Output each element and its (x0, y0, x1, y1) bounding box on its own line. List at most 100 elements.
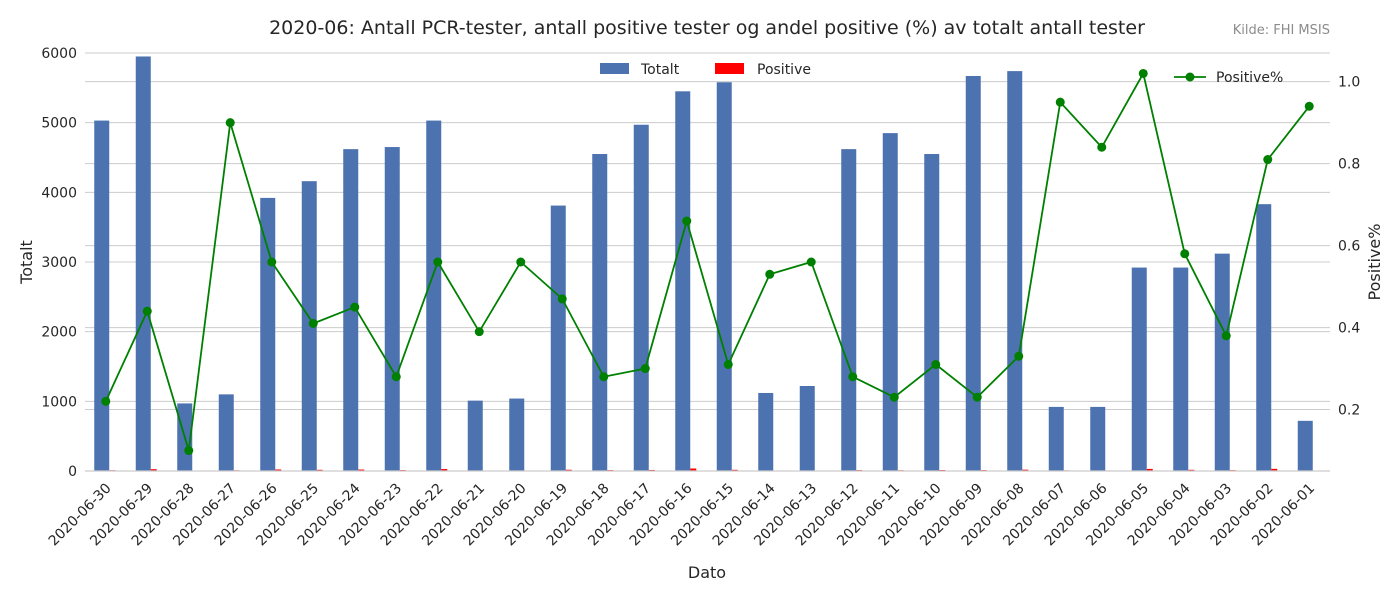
bar-totalt (218, 394, 234, 471)
bar-totalt (260, 197, 276, 471)
bar-totalt (633, 124, 649, 472)
point-positive-pct (765, 269, 775, 279)
point-positive-pct (225, 118, 235, 128)
legend-bars: Totalt Positive (600, 62, 811, 78)
bar-totalt (716, 82, 732, 471)
y-tick-right: 0.6 (1338, 239, 1360, 255)
point-positive-pct (516, 257, 526, 267)
point-positive-pct (848, 372, 858, 382)
y-tick-left: 4000 (41, 185, 77, 201)
bar-totalt (1131, 267, 1147, 471)
bar-totalt (384, 147, 400, 472)
point-positive-pct (1221, 331, 1231, 341)
y-tick-left: 5000 (41, 116, 77, 132)
line-positive-pct (104, 71, 1310, 451)
point-positive-pct (682, 216, 692, 226)
point-positive-pct (391, 372, 401, 382)
bars-layer (94, 56, 1319, 472)
point-positive-pct (1304, 101, 1314, 111)
point-positive-pct (184, 446, 194, 456)
point-positive-pct (1263, 155, 1273, 165)
point-positive-pct (1180, 249, 1190, 259)
bar-totalt (841, 149, 857, 471)
bar-totalt (592, 154, 608, 471)
bar-positive (690, 468, 697, 471)
point-positive-pct (889, 392, 899, 402)
source-note: Kilde: FHI MSIS (1233, 23, 1330, 38)
bar-positive (1022, 469, 1029, 471)
bar-totalt (924, 154, 940, 471)
bar-totalt (675, 91, 691, 472)
y-axis-left-label: Totalt (17, 240, 36, 285)
point-positive-pct (142, 306, 152, 316)
y-tick-right: 0.4 (1338, 321, 1360, 337)
y-tick-left: 0 (68, 464, 77, 480)
axes-layer: 0 1000 2000 3000 4000 5000 6000 0.2 0.4 0.6 0.8 1.0… (41, 46, 1360, 549)
point-positive-pct (101, 396, 111, 406)
legend-label-totalt: Totalt (640, 62, 680, 78)
y-axis-right-label: Positive% (1365, 224, 1384, 301)
y-tick-left: 1000 (41, 394, 77, 410)
point-positive-pct (474, 327, 484, 337)
chart-title: 2020-06: Antall PCR-tester, antall posit… (269, 17, 1145, 39)
bar-positive (1146, 468, 1153, 471)
bar-totalt (426, 120, 442, 472)
x-axis-label: Dato (688, 563, 726, 582)
legend-line: Positive% (1174, 70, 1283, 86)
bar-totalt (550, 205, 566, 471)
bar-totalt (758, 392, 774, 471)
y-tick-right: 1.0 (1338, 75, 1360, 91)
bar-totalt (1007, 71, 1023, 471)
bar-totalt (1090, 406, 1106, 471)
point-positive-pct (599, 372, 609, 382)
bar-positive (150, 469, 157, 471)
grid-layer (85, 52, 1330, 472)
bar-totalt (1173, 267, 1189, 471)
bar-totalt (799, 386, 815, 471)
point-positive-pct (433, 257, 443, 267)
bar-totalt (343, 149, 359, 471)
bar-totalt (965, 75, 981, 472)
bar-totalt (1214, 253, 1230, 471)
legend-label-positive: Positive (757, 62, 811, 78)
point-positive-pct (557, 294, 567, 304)
y-tick-left: 3000 (41, 255, 77, 271)
y-tick-left: 2000 (41, 325, 77, 341)
bar-totalt (135, 56, 151, 471)
point-positive-pct (931, 359, 941, 369)
y-tick-left: 6000 (41, 46, 77, 62)
legend-line-marker (1185, 72, 1195, 82)
point-positive-pct (806, 257, 816, 267)
bar-totalt (94, 120, 110, 472)
point-positive-pct (350, 302, 360, 312)
bar-totalt (509, 398, 525, 471)
bar-positive (1271, 468, 1278, 471)
point-positive-pct (723, 359, 733, 369)
bar-positive (275, 469, 282, 471)
bar-totalt (301, 181, 317, 472)
y-tick-right: 0.8 (1338, 157, 1360, 173)
point-positive-pct (640, 364, 650, 374)
point-positive-pct (972, 392, 982, 402)
point-positive-pct (1014, 351, 1024, 361)
legend-swatch-positive (715, 63, 744, 74)
bar-totalt (882, 133, 898, 471)
bar-positive (441, 469, 448, 471)
bar-totalt (1048, 406, 1064, 471)
point-positive-pct (1097, 142, 1107, 152)
bar-totalt (1297, 420, 1313, 471)
y-tick-right: 0.2 (1338, 403, 1360, 419)
bar-totalt (1256, 204, 1272, 471)
point-positive-pct (308, 318, 318, 328)
legend-label-positive-pct: Positive% (1216, 70, 1283, 86)
point-positive-pct (1138, 68, 1148, 78)
legend-swatch-totalt (600, 63, 629, 74)
bar-positive (565, 469, 572, 471)
line-layer (101, 68, 1314, 456)
point-positive-pct (267, 257, 277, 267)
point-positive-pct (1055, 97, 1065, 107)
bar-positive (358, 469, 365, 471)
bar-totalt (467, 400, 483, 471)
